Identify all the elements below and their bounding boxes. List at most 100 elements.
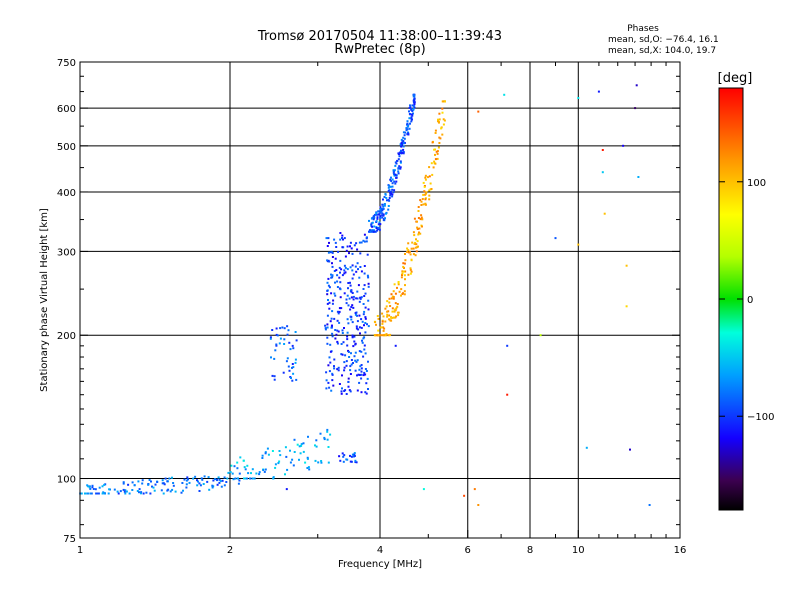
- data-point: [601, 149, 604, 151]
- data-point: [202, 483, 205, 485]
- data-point: [292, 347, 295, 350]
- data-point: [149, 492, 152, 495]
- data-point: [140, 492, 142, 495]
- data-point: [412, 99, 415, 102]
- data-point: [442, 100, 445, 103]
- data-point: [381, 312, 384, 315]
- data-point: [333, 358, 336, 361]
- data-point: [421, 225, 423, 228]
- data-point: [355, 325, 358, 328]
- data-point: [360, 370, 363, 373]
- data-point: [369, 230, 372, 233]
- data-point: [136, 490, 139, 492]
- data-point: [434, 132, 437, 134]
- data-point: [415, 238, 417, 241]
- data-point: [381, 334, 384, 337]
- data-point: [398, 151, 401, 154]
- data-point: [391, 188, 394, 191]
- data-point: [330, 317, 333, 320]
- data-point: [336, 368, 339, 371]
- data-point: [356, 359, 359, 362]
- data-point: [285, 455, 288, 458]
- data-point: [425, 192, 427, 195]
- data-point: [431, 141, 434, 144]
- data-point: [338, 310, 341, 313]
- data-point: [340, 392, 343, 395]
- data-point: [428, 166, 431, 169]
- data-point: [315, 439, 318, 442]
- data-point: [345, 364, 348, 367]
- data-point: [367, 308, 370, 311]
- data-point: [107, 492, 110, 495]
- data-point: [403, 134, 406, 137]
- data-point: [335, 269, 338, 272]
- data-point: [354, 461, 357, 463]
- data-point: [398, 290, 401, 293]
- data-point: [430, 188, 433, 190]
- data-point: [91, 484, 94, 487]
- data-point: [353, 452, 356, 455]
- data-point: [336, 319, 339, 322]
- data-point: [117, 492, 120, 495]
- data-point: [162, 482, 165, 485]
- data-point: [438, 136, 441, 139]
- x-tick-label: 4: [377, 545, 383, 556]
- data-point: [420, 216, 423, 219]
- data-point: [378, 213, 381, 216]
- data-point: [119, 490, 122, 493]
- data-point: [386, 310, 389, 313]
- data-point: [401, 151, 404, 154]
- data-point: [634, 107, 637, 110]
- data-point: [339, 296, 342, 299]
- data-point: [375, 323, 377, 326]
- data-point: [263, 470, 266, 473]
- data-point: [363, 348, 366, 351]
- data-point: [288, 341, 291, 344]
- data-point: [405, 127, 408, 130]
- data-point: [404, 270, 407, 273]
- data-point: [376, 217, 379, 220]
- data-point: [378, 334, 381, 337]
- data-point: [402, 292, 404, 295]
- data-point: [393, 173, 395, 176]
- data-point: [331, 373, 334, 376]
- data-point: [363, 371, 366, 374]
- data-point: [360, 318, 363, 321]
- data-point: [329, 251, 332, 254]
- data-point: [428, 198, 431, 201]
- data-point: [437, 146, 440, 149]
- data-point: [338, 455, 341, 458]
- data-point: [397, 170, 400, 173]
- data-point: [367, 325, 370, 328]
- data-point: [340, 307, 343, 310]
- data-point: [347, 385, 350, 388]
- data-point: [370, 223, 373, 226]
- data-point: [245, 477, 248, 480]
- data-point: [385, 197, 388, 199]
- data-point: [411, 114, 414, 117]
- data-point: [194, 475, 197, 478]
- data-point: [337, 312, 340, 315]
- data-point: [362, 313, 365, 316]
- data-point: [443, 100, 446, 103]
- data-point: [417, 206, 420, 208]
- data-point: [353, 455, 356, 457]
- data-point: [416, 228, 419, 230]
- data-point: [347, 377, 350, 380]
- data-point: [392, 296, 395, 298]
- data-point: [86, 484, 89, 487]
- data-point: [420, 200, 423, 203]
- data-point: [402, 131, 405, 134]
- data-point: [354, 312, 357, 314]
- data-point: [275, 344, 278, 347]
- data-point: [367, 388, 369, 390]
- data-point: [329, 361, 332, 364]
- data-point: [397, 166, 400, 169]
- data-point: [291, 363, 294, 365]
- data-point: [329, 343, 332, 346]
- data-point: [412, 253, 415, 256]
- data-point: [392, 290, 395, 293]
- data-point: [330, 326, 333, 329]
- data-point: [330, 292, 333, 295]
- data-point: [142, 492, 145, 495]
